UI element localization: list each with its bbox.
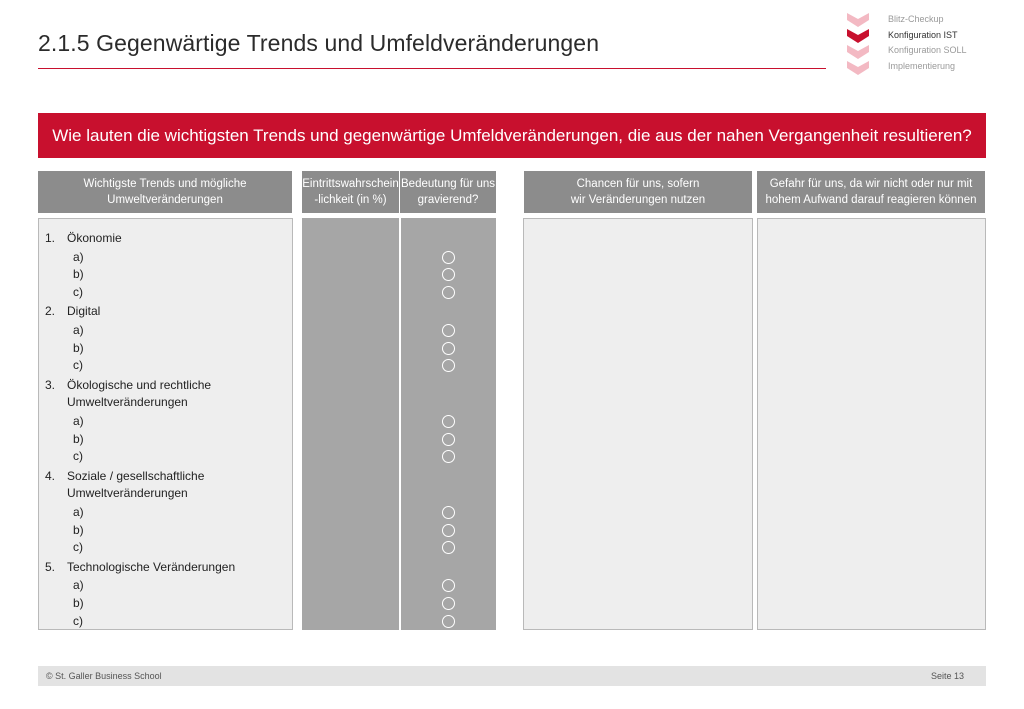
footer-page-number: Seite 13 [930,671,964,681]
chances-panel[interactable] [523,218,753,630]
question-banner: Wie lauten die wichtigsten Trends und ge… [38,113,986,158]
header-significance: Bedeutung für uns gravierend? [400,171,496,213]
category-label: Umweltveränderungen [67,395,188,410]
significance-radio[interactable] [442,541,455,555]
header-chances-line2: wir Veränderungen nutzen [570,194,706,206]
title-divider [38,68,826,69]
sub-item-label: b) [73,596,84,610]
sub-item-label: a) [73,505,84,519]
significance-radio[interactable] [442,579,455,593]
sub-item-label: c) [73,613,83,628]
significance-radio[interactable] [442,523,455,537]
sub-item-label: b) [73,267,84,282]
header-probability: Eintrittswahrschein -lichkeit (in %) [302,171,399,213]
sub-item-label: a) [73,323,84,337]
significance-radio[interactable] [442,341,455,355]
significance-radio[interactable] [442,415,455,428]
category-number: 4. [45,468,56,483]
header-chances-line1: Chancen für uns, sofern [576,178,700,190]
header-dangers: Gefahr für uns, da wir nicht oder nur mi… [757,171,985,213]
header-dangers-line2: hohem Aufwand darauf reagieren können [765,194,977,206]
question-text: Wie lauten die wichtigsten Trends und ge… [52,125,972,145]
significance-radio[interactable] [442,285,455,299]
sub-item-label: c) [73,540,83,555]
category-label: Ökologische und rechtliche [67,377,212,392]
significance-radio[interactable] [442,597,455,610]
header-probability-line1: Eintrittswahrschein [302,178,399,190]
category-label: Umweltveränderungen [67,486,188,501]
dangers-panel[interactable] [757,218,986,630]
header-trends: Wichtigste Trends und mögliche Umweltverä… [38,171,292,213]
step-chevron-icon [847,45,869,59]
step-label-blitz-checkup[interactable]: Blitz-Checkup [888,14,944,24]
significance-radio[interactable] [442,450,455,464]
category-number: 3. [45,377,56,392]
header-significance-line1: Bedeutung für uns [401,178,495,190]
header-trends-line2: Umweltveränderungen [107,194,223,206]
sub-item-label: a) [73,578,84,593]
significance-radio[interactable] [442,506,455,519]
significance-radio[interactable] [442,250,455,264]
category-number: 2. [45,304,56,319]
sub-item-label: b) [73,522,84,537]
sub-item-label: a) [73,414,84,428]
significance-radio[interactable] [442,324,455,337]
step-chevron-icon [847,13,869,27]
category-number: 1. [45,231,56,245]
page-title: 2.1.5 Gegenwärtige Trends und Umfeldverä… [38,30,600,56]
header-dangers-line1: Gefahr für uns, da wir nicht oder nur mi… [769,178,973,190]
sub-item-label: c) [73,449,83,464]
sub-item-label: b) [73,431,84,446]
header-significance-line2: gravierend? [417,194,479,206]
step-label-implementierung[interactable]: Implementierung [888,61,956,71]
footer-copyright: © St. Galler Business School [46,671,162,681]
header-chances: Chancen für uns, sofern wir Veränderungen… [524,171,752,213]
step-label-konfiguration-soll[interactable]: Konfiguration SOLL [888,45,967,55]
probability-column[interactable] [302,218,399,630]
trends-list-panel[interactable]: 1. Ökonomie a) b) c) 2. Digital a) b) c) 3. Ökologi… [38,218,293,630]
significance-radio[interactable] [442,268,455,282]
category-label: Digital [67,304,101,319]
footer: © St. Galler Business School Seite 13 [38,666,986,686]
header-trends-line1: Wichtigste Trends und mögliche [83,178,247,190]
step-chevron-icon [847,61,869,75]
step-chevron-icon [847,29,869,43]
step-label-konfiguration-ist[interactable]: Konfiguration IST [888,30,958,40]
sub-item-label: c) [73,358,83,373]
category-label: Technologische Veränderungen [67,559,236,574]
category-label: Ökonomie [67,231,122,245]
category-number: 5. [45,559,56,574]
sub-item-label: a) [73,249,84,264]
significance-radio[interactable] [442,359,455,373]
significance-radio[interactable] [442,432,455,446]
sub-item-label: c) [73,284,83,299]
category-label: Soziale / gesellschaftliche [67,468,205,483]
significance-radio[interactable] [442,614,455,628]
sub-item-label: b) [73,340,84,355]
header-probability-line2: -lichkeit (in %) [314,194,387,206]
